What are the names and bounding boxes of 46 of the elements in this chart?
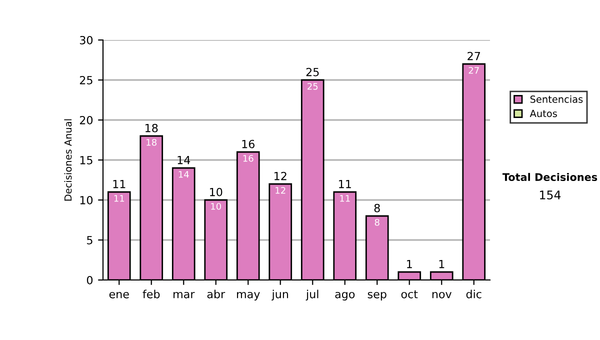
data-label: 11 [340,195,350,202]
data-label: 11 [114,195,124,202]
data-label: 16 [243,154,254,162]
data-label: 8 [374,218,380,226]
x-tick-label: dic [466,290,482,298]
total-label: 25 [306,68,319,76]
legend-label: Autos [530,110,557,118]
data-label: 25 [308,82,318,90]
total-label: 16 [242,140,254,148]
x-tick-label: may [237,292,260,300]
x-tick-label: oct [401,290,418,298]
x-tick-label: ene [109,292,129,298]
data-label: 12 [276,186,286,194]
x-tick-label: abr [207,290,226,298]
total-label: 18 [146,124,158,132]
y-tick-label: 5 [87,236,92,244]
data-label: 27 [468,66,479,74]
total-label: 27 [468,52,480,60]
x-tick-label: sep [368,292,386,300]
total-label: 11 [339,180,351,188]
total-label: 12 [274,172,286,180]
x-tick-label: ago [335,292,355,300]
y-tick-label: 20 [80,116,93,124]
x-tick-label: feb [142,290,160,298]
total-label: 14 [178,156,190,164]
y-axis-title: Decisiones Anual [64,119,72,201]
legend-label: Sentencias [530,95,583,103]
x-tick-label: jul [306,290,318,300]
data-label: 18 [146,138,156,146]
total-label: 1 [439,260,444,268]
text: 154 [540,190,561,200]
total-label: 10 [210,188,222,196]
y-tick-label: 15 [80,156,92,164]
x-tick-label: nov [432,292,452,298]
x-tick-label: jun [272,290,288,300]
y-tick-label: 0 [86,276,93,284]
y-tick-label: 30 [80,36,93,44]
total-label: 11 [113,180,126,188]
total-label: 1 [407,260,412,268]
x-tick-label: mar [174,292,195,298]
data-label: 14 [178,171,189,178]
text: Total Decisiones [502,172,598,182]
y-tick-label: 10 [80,196,93,204]
y-tick-label: 25 [80,76,92,84]
total-label: 8 [374,204,380,212]
data-label: 10 [211,202,222,210]
